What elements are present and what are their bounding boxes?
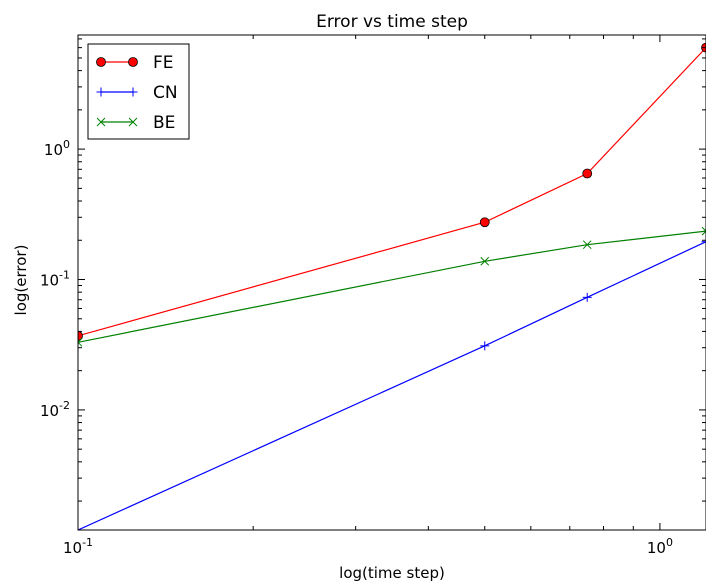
data-point-cn [701,237,706,247]
y-axis-label: log(error) [12,245,30,316]
x-tick-label: 10-1 [63,536,93,557]
legend-label-fe: FE [153,53,174,73]
chart-title: Error vs time step [316,12,468,32]
data-point-be [78,337,83,347]
legend-marker-be [128,117,138,127]
y-tick-label: 10-1 [40,269,70,290]
axes-frame [77,34,706,531]
data-point-fe [78,330,83,341]
x-axis-label: log(time step) [339,564,445,582]
legend-marker-fe [128,57,138,67]
legend-item-cn: CN [96,83,178,103]
series-line-cn [78,241,706,530]
data-point-fe [582,168,593,179]
y-tick-label: 10-2 [40,399,70,420]
legend-marker-fe [96,57,106,67]
series-line-be [78,230,706,343]
data-point-cn [480,341,490,351]
legend-item-fe: FE [96,53,174,73]
data-point-be [701,226,706,236]
x-tick-label: 100 [647,536,673,557]
legend-item-be: BE [96,113,175,133]
series-line-fe [78,47,706,337]
legend-marker-be [96,117,106,127]
data-point-be [480,256,490,266]
legend-label-be: BE [153,113,175,133]
plot-area [78,42,706,530]
axis-ticks: 10-1 100 10-2 10-1 100 [40,35,706,557]
data-point-fe [479,217,490,228]
y-tick-label: 100 [44,138,70,159]
data-point-be [582,240,592,250]
legend-marker-cn [96,87,106,97]
legend-marker-cn [128,87,138,97]
legend: FE CN BE [87,43,190,140]
legend-label-cn: CN [153,83,178,103]
data-point-cn [582,292,592,302]
